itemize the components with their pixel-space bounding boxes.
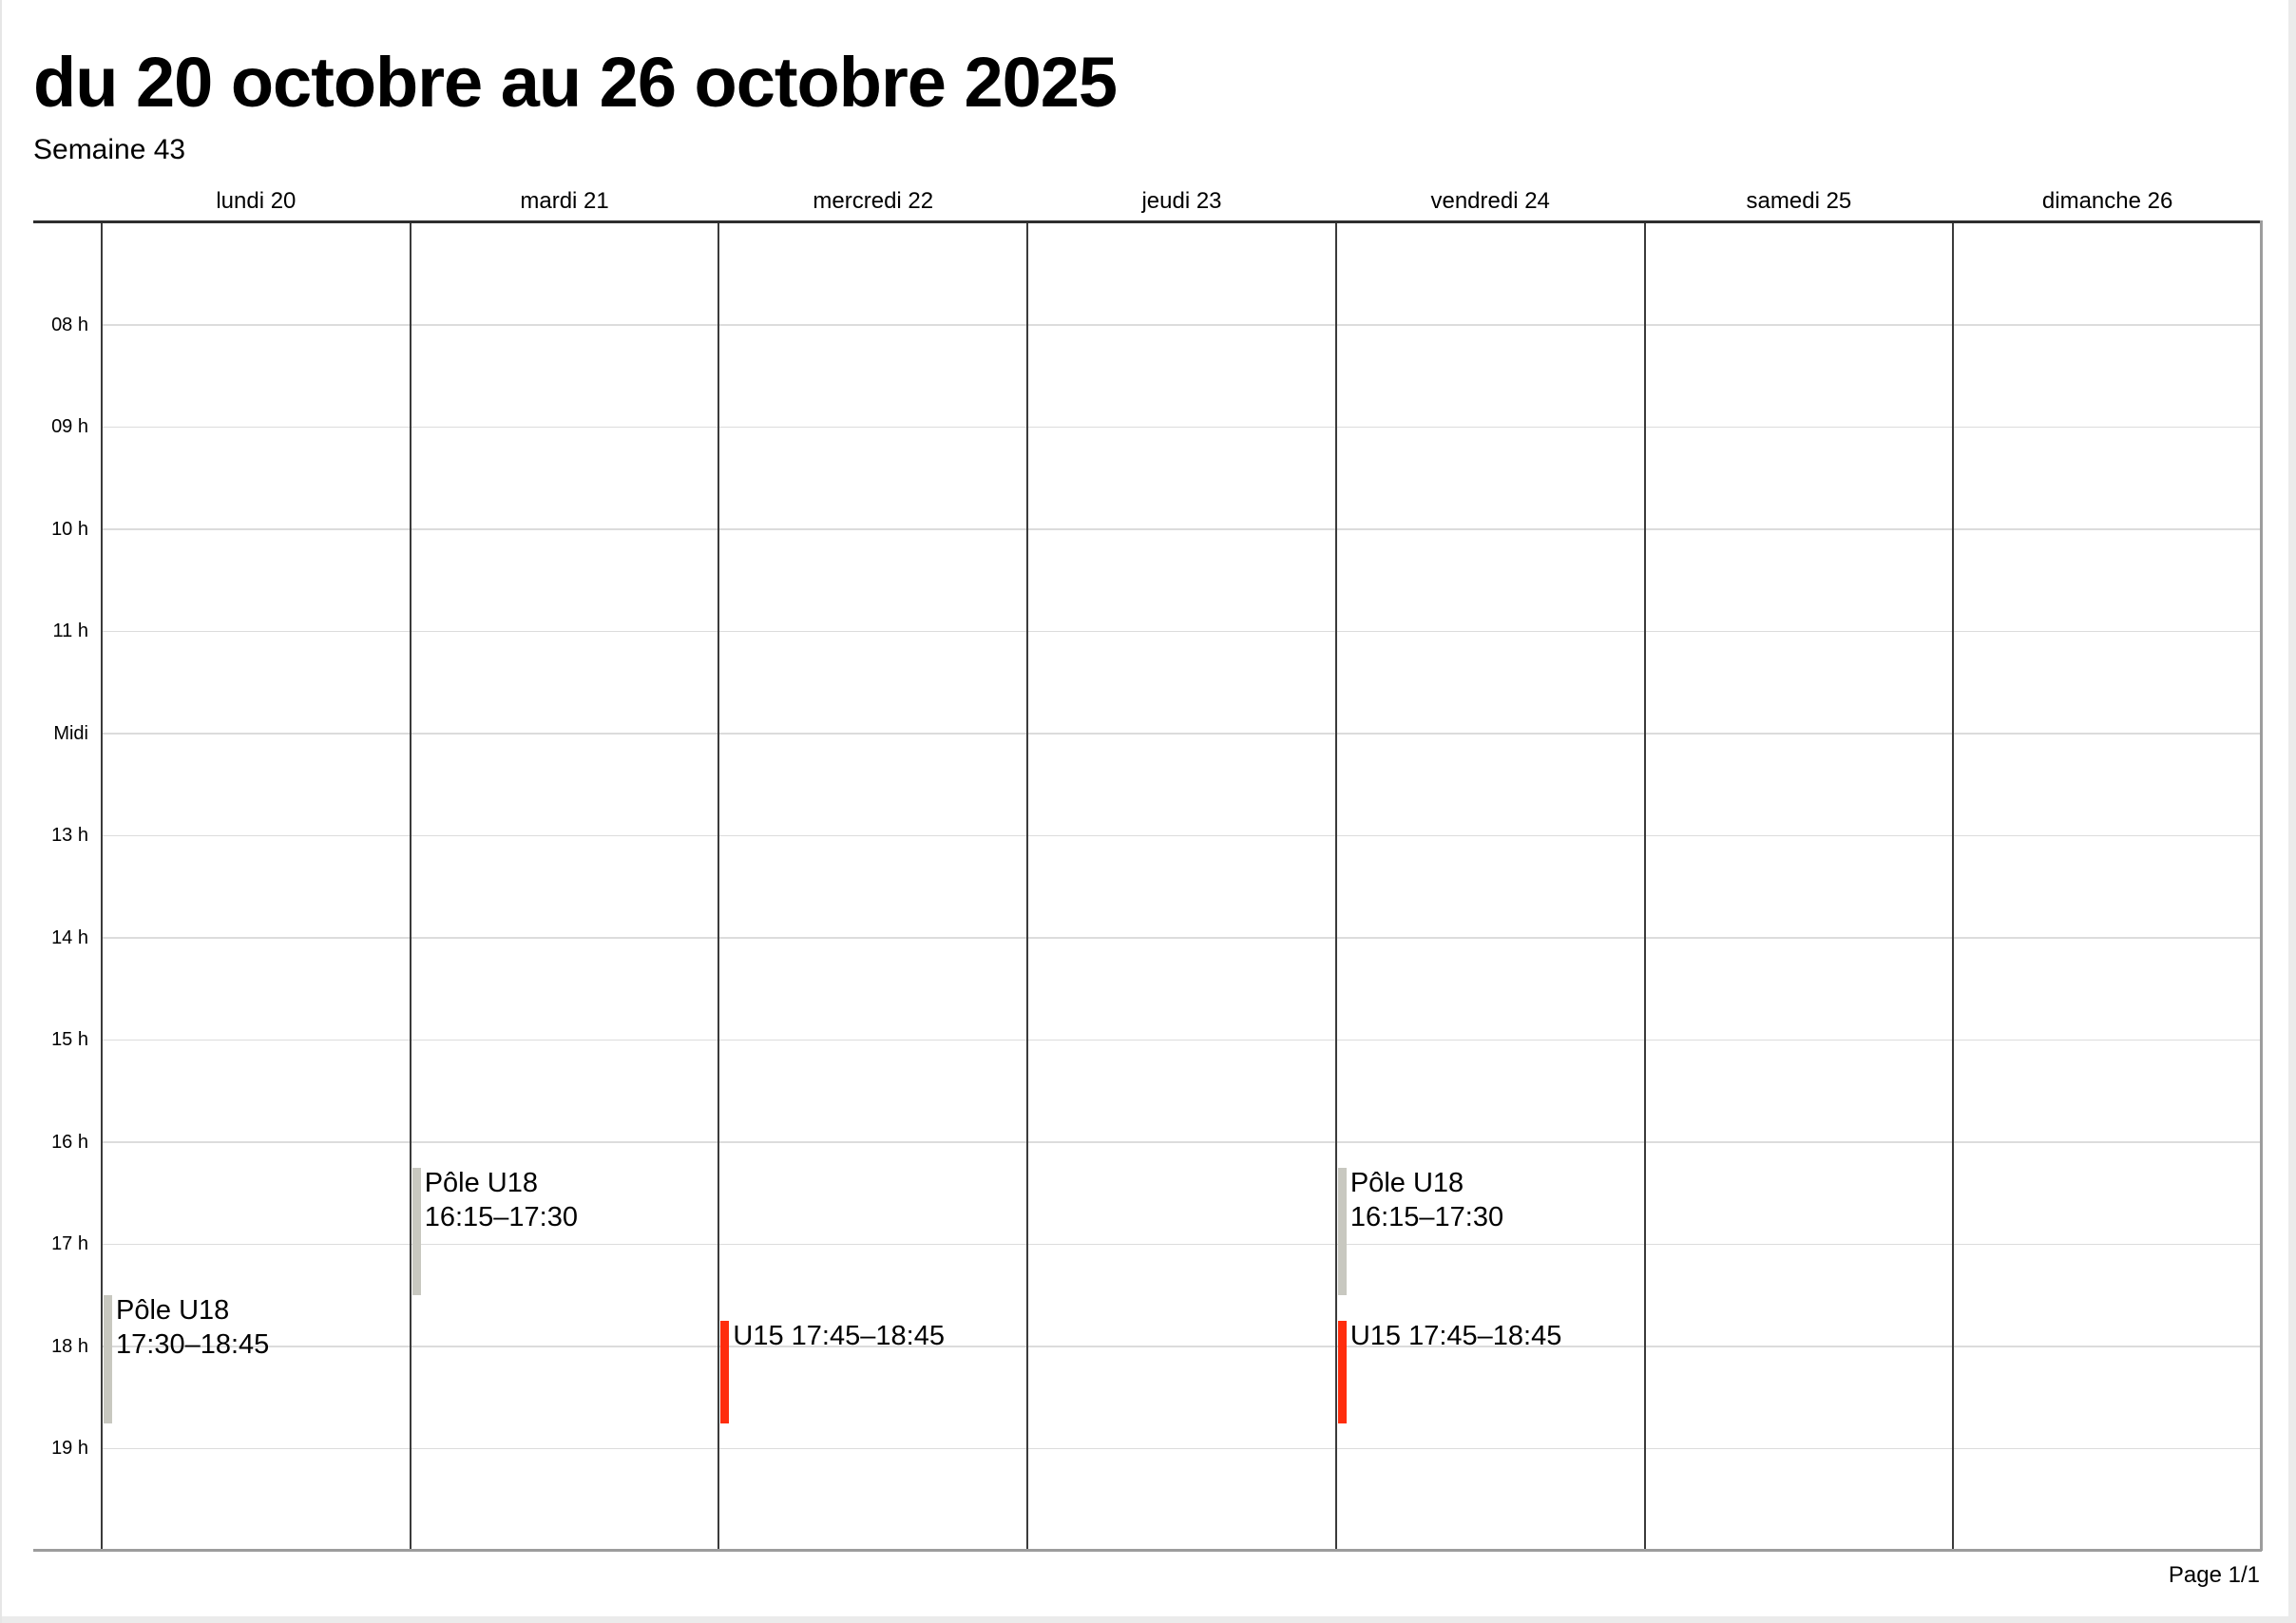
- hour-label: 13 h: [51, 825, 88, 847]
- column-divider: [1643, 222, 1646, 1551]
- hour-gridline: [102, 937, 2262, 939]
- event-title-line: Pôle U18: [116, 1295, 230, 1327]
- event-time-line: 16:15–17:30: [424, 1201, 578, 1232]
- hour-gridline: [102, 1447, 2262, 1450]
- hour-label: 15 h: [51, 1029, 88, 1051]
- day-header: dimanche 26: [2041, 188, 2173, 214]
- event-time-line: 16:15–17:30: [1349, 1201, 1504, 1232]
- hour-gridline: [102, 426, 2262, 429]
- column-divider: [718, 222, 720, 1551]
- hour-gridline: [102, 1141, 2262, 1143]
- event-color-bar: [411, 1167, 421, 1296]
- column-divider: [1334, 222, 1337, 1551]
- page-edge-bottom: [0, 1616, 2296, 1623]
- hour-gridline: [102, 834, 2262, 837]
- day-header: lundi 20: [216, 188, 297, 214]
- table-top-border: [33, 220, 2262, 223]
- hour-label: 09 h: [51, 416, 88, 438]
- event-label: U15 17:45–18:45: [733, 1319, 945, 1353]
- hour-gridline: [102, 630, 2262, 633]
- event-color-bar: [1337, 1167, 1347, 1296]
- page-number: Page 1/1: [2168, 1562, 2260, 1588]
- event-color-bar: [1337, 1321, 1347, 1423]
- event-title-line: Pôle U18: [1349, 1167, 1464, 1198]
- hour-gridline: [102, 528, 2262, 530]
- day-header: vendredi 24: [1430, 188, 1550, 214]
- hour-gridline: [102, 1039, 2262, 1041]
- event-color-bar: [104, 1295, 112, 1423]
- day-header: samedi 25: [1746, 188, 1852, 214]
- event-title-line: Pôle U18: [424, 1167, 539, 1198]
- event-title-line: U15 17:45–18:45: [1349, 1321, 1562, 1352]
- event-label: Pôle U18 16:15–17:30: [1350, 1166, 1503, 1234]
- event-time-line: 17:30–18:45: [116, 1329, 270, 1361]
- table-right-border: [2260, 220, 2263, 1551]
- event-label: Pôle U18 16:15–17:30: [425, 1166, 578, 1234]
- hour-label: Midi: [53, 722, 88, 744]
- event-label: U15 17:45–18:45: [1350, 1319, 1562, 1353]
- day-header: mercredi 22: [813, 188, 934, 214]
- page-title: du 20 octobre au 26 octobre 2025: [33, 43, 1118, 122]
- hour-label: 10 h: [51, 518, 88, 540]
- hour-label: 18 h: [51, 1335, 88, 1357]
- column-divider: [1026, 222, 1029, 1551]
- page-edge-left: [0, 0, 2, 1623]
- hour-label: 14 h: [51, 926, 88, 948]
- table-bottom-border: [33, 1549, 2262, 1552]
- hour-label: 08 h: [51, 314, 88, 335]
- column-divider: [1952, 222, 1955, 1551]
- hour-label: 19 h: [51, 1438, 88, 1460]
- column-divider: [101, 222, 103, 1551]
- event-color-bar: [720, 1321, 730, 1423]
- hour-gridline: [102, 733, 2262, 735]
- event-title-line: U15 17:45–18:45: [733, 1321, 945, 1352]
- day-header: jeudi 23: [1141, 188, 1222, 214]
- week-number-label: Semaine 43: [33, 134, 186, 165]
- hour-label: 17 h: [51, 1233, 88, 1255]
- page-edge-right: [2288, 0, 2296, 1623]
- day-header: mardi 21: [520, 188, 609, 214]
- column-divider: [409, 222, 411, 1551]
- hour-gridline: [102, 324, 2262, 326]
- event-label: Pôle U18 17:30–18:45: [116, 1293, 269, 1362]
- hour-gridline: [102, 1243, 2262, 1246]
- hour-label: 11 h: [52, 621, 88, 642]
- hour-label: 16 h: [51, 1131, 88, 1153]
- hour-gridline: [102, 1346, 2262, 1347]
